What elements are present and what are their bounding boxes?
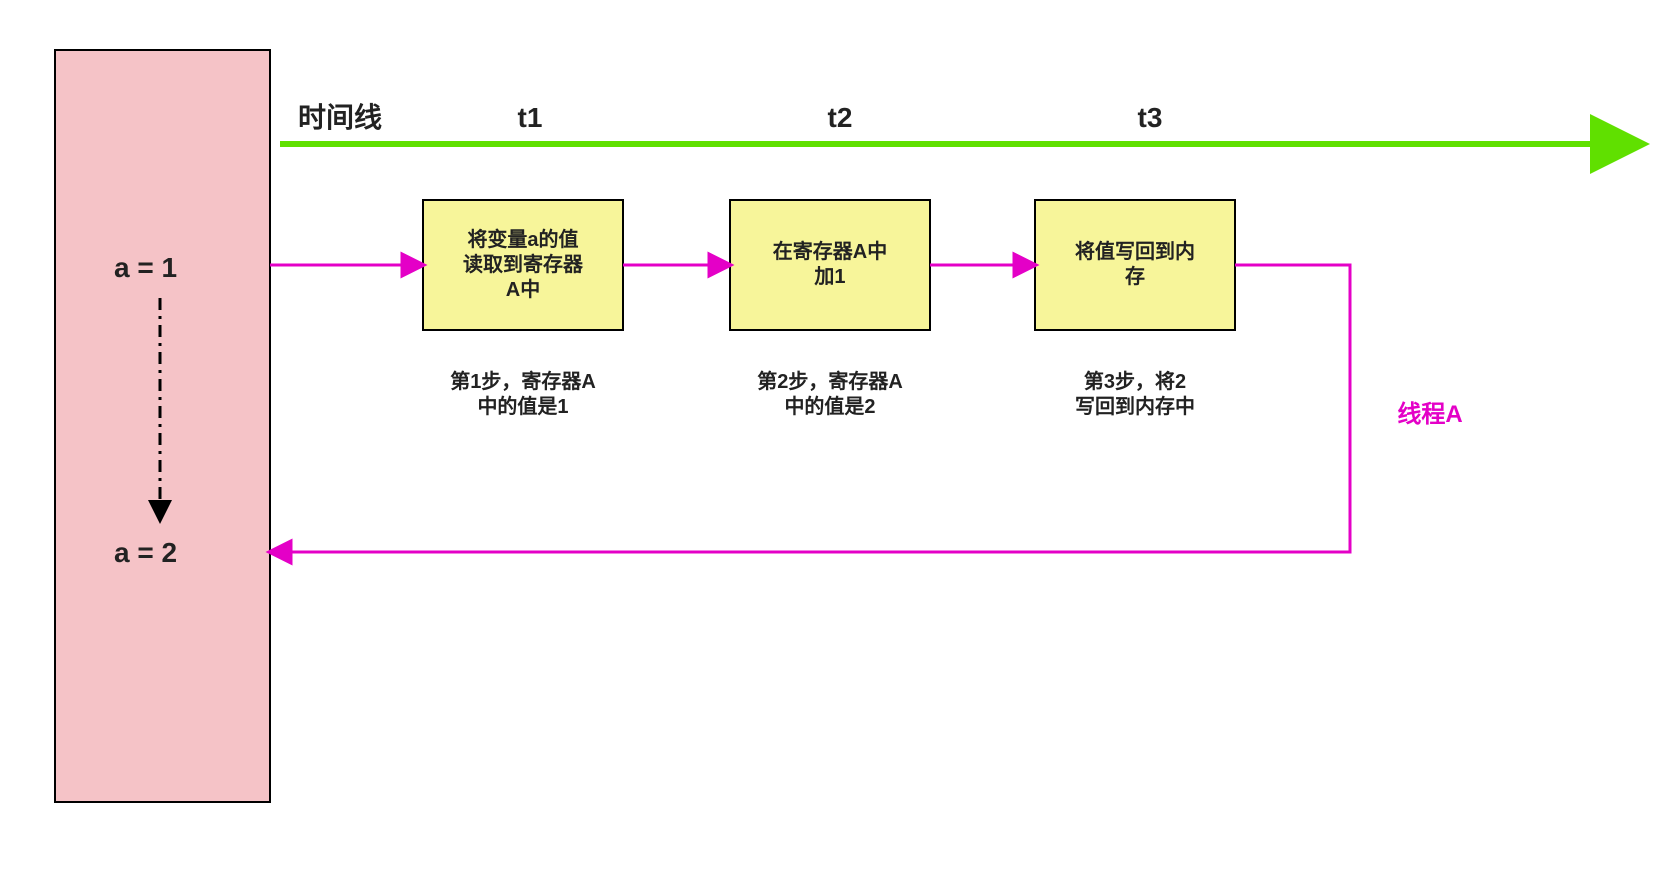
memory-box [55, 50, 270, 802]
timeline-tick-t3: t3 [1120, 100, 1180, 134]
diagram-stage: { "canvas": { "width": 1672, "height": 8… [0, 0, 1672, 882]
step2-box-text: 在寄存器A中 加1 [730, 200, 930, 330]
memory-var-initial: a = 1 [110, 250, 230, 284]
timeline-tick-t1: t1 [500, 100, 560, 134]
memory-var-final: a = 2 [110, 535, 230, 569]
timeline-label: 时间线 [280, 100, 400, 134]
timeline-tick-t2: t2 [810, 100, 870, 134]
thread-a-label: 线程A [1370, 400, 1490, 434]
step1-box-text: 将变量a的值 读取到寄存器 A中 [423, 200, 623, 330]
step3-box-text: 将值写回到内 存 [1035, 200, 1235, 330]
step1-caption: 第1步，寄存器A 中的值是1 [413, 370, 633, 420]
step2-caption: 第2步，寄存器A 中的值是2 [720, 370, 940, 420]
step3-caption: 第3步，将2 写回到内存中 [1025, 370, 1245, 420]
